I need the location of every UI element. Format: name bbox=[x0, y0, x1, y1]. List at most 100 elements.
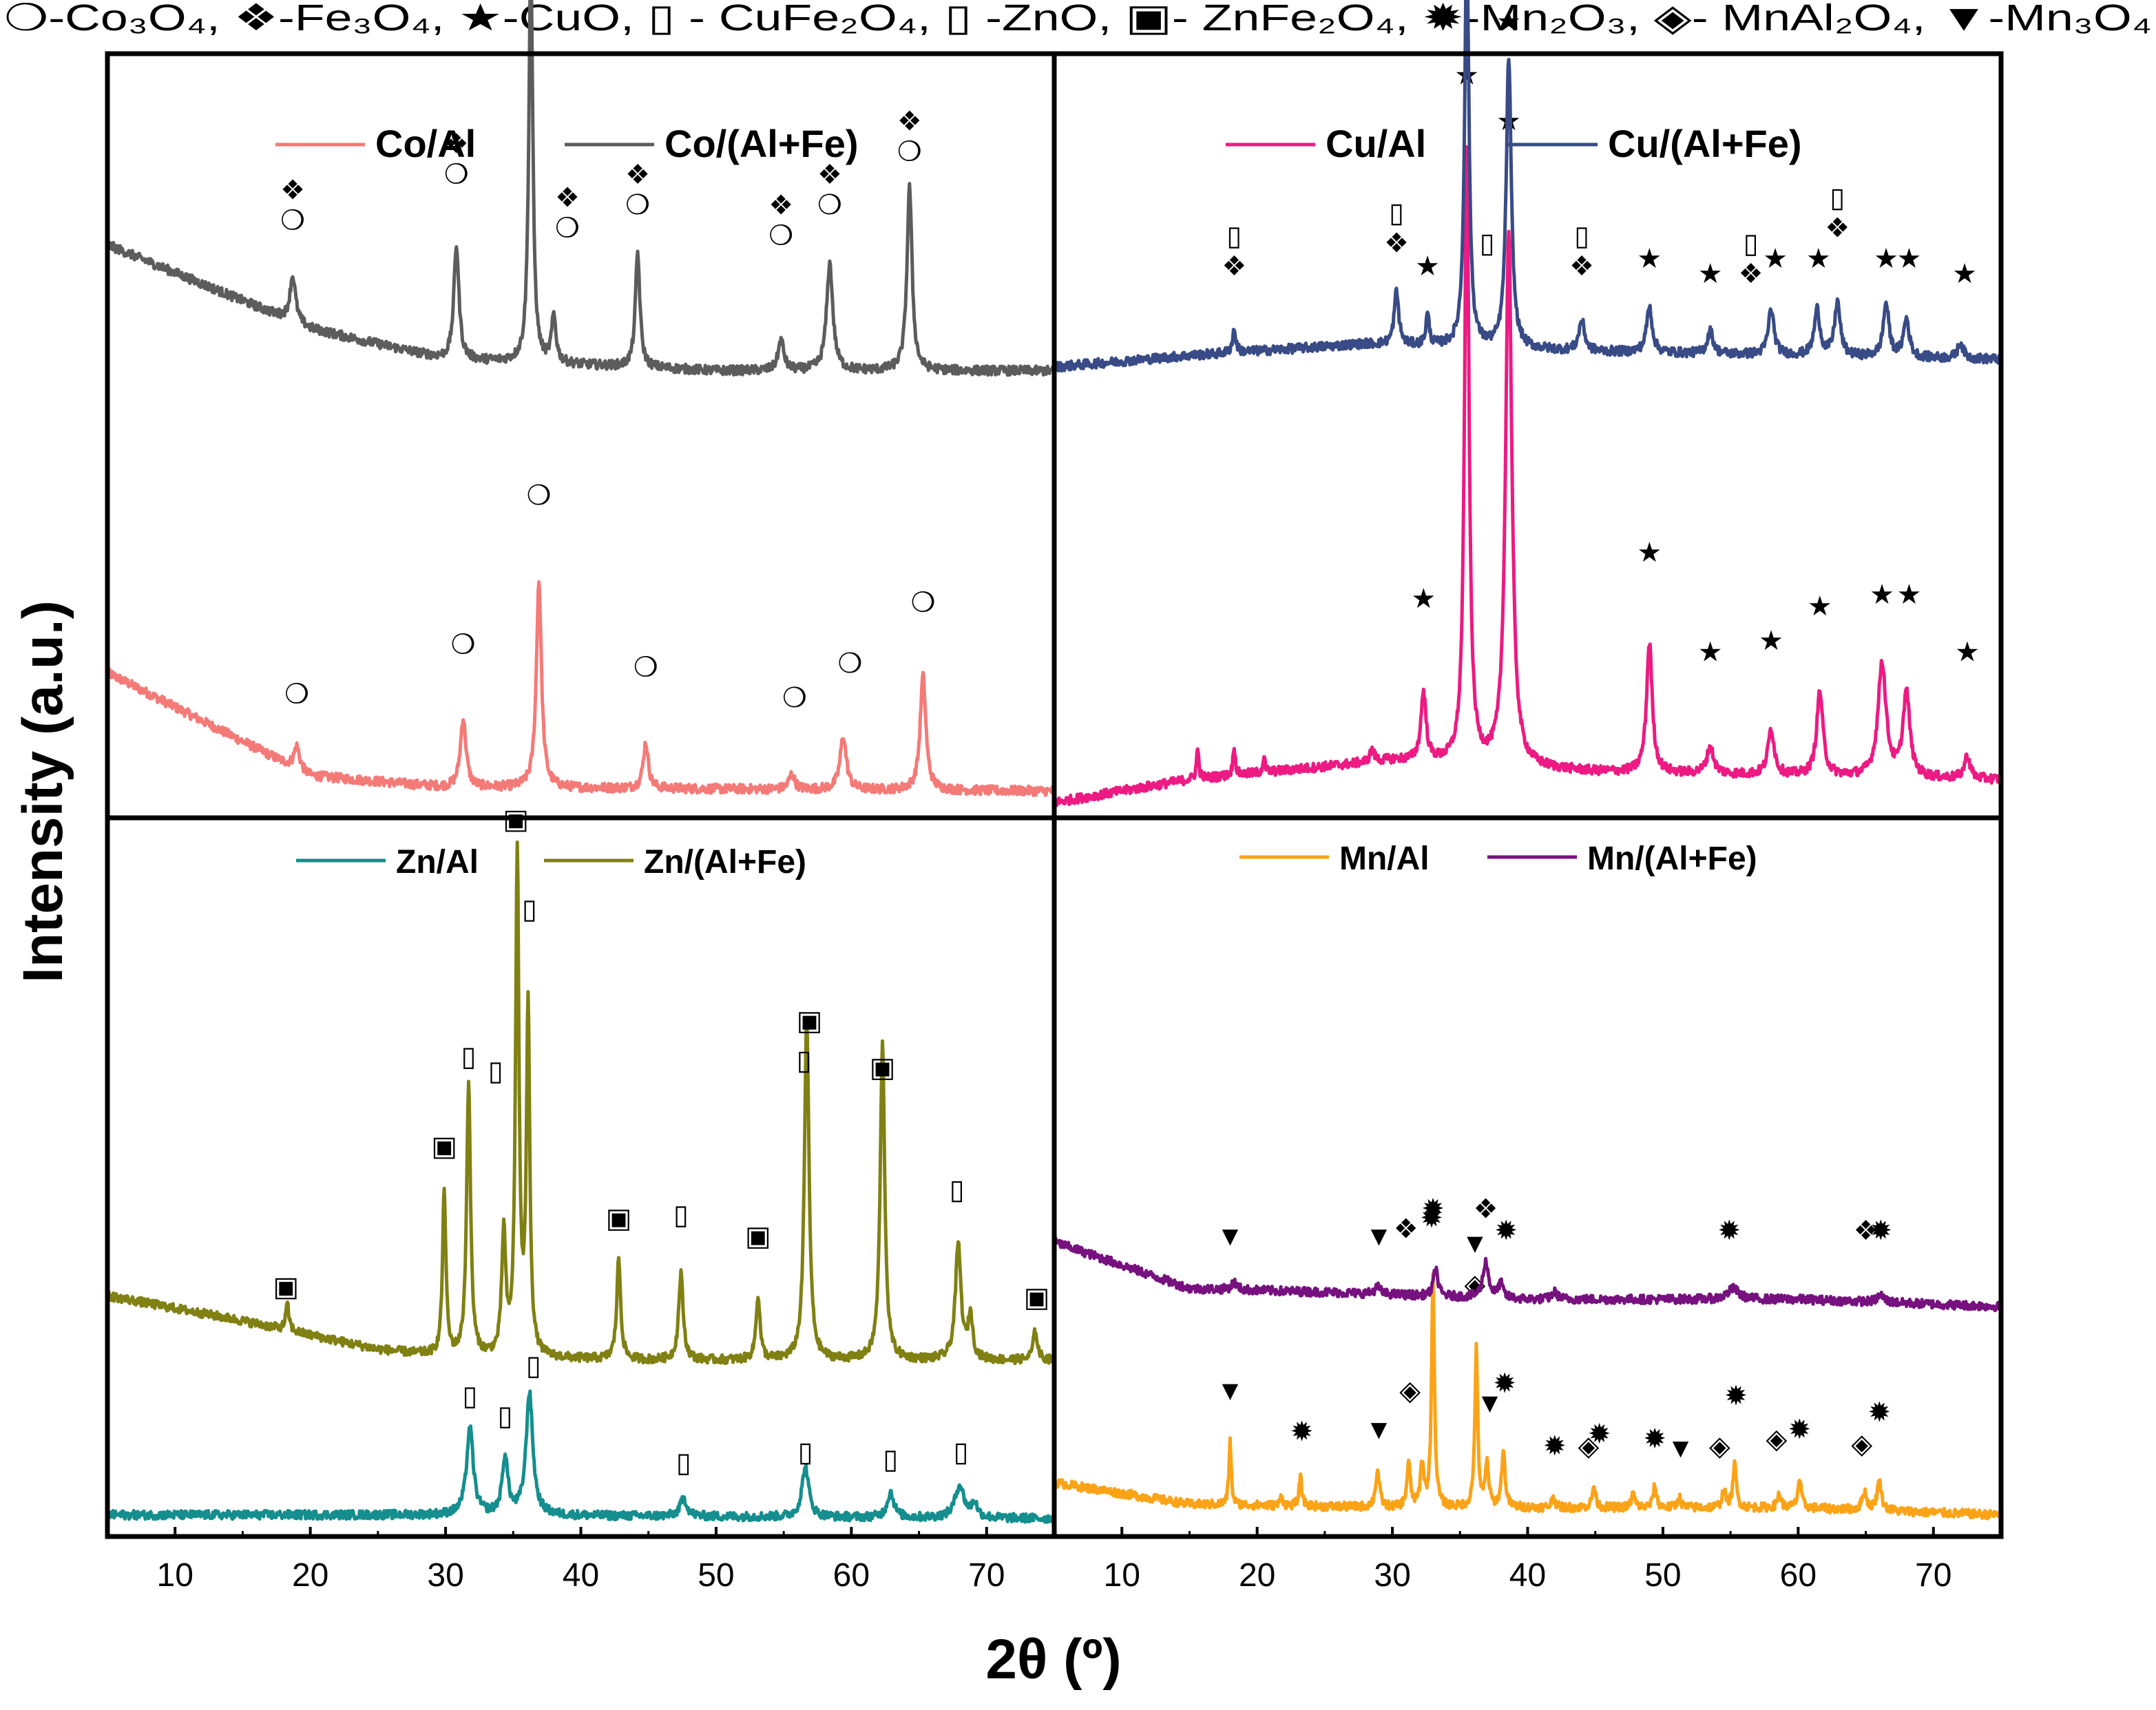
x-tick-label: 20 bbox=[1239, 1557, 1275, 1594]
x-tick-label: 70 bbox=[968, 1557, 1005, 1594]
peak-marker: ✹ bbox=[1867, 1397, 1891, 1428]
peak-marker: ◈ bbox=[1399, 1376, 1421, 1406]
peak-marker: ▯ bbox=[1744, 229, 1759, 259]
peak-marker: ❖ bbox=[1222, 251, 1246, 282]
series-line-zn-al-fe- bbox=[105, 840, 1056, 1365]
peak-marker: ▯ bbox=[1830, 182, 1845, 213]
series-line-co-al-fe- bbox=[105, 0, 1056, 377]
x-tick-label: 30 bbox=[427, 1557, 463, 1594]
peak-marker: ❖ bbox=[444, 129, 469, 160]
peak-marker: ▼ bbox=[1217, 1221, 1244, 1252]
peak-marker: ▣ bbox=[431, 1132, 457, 1162]
peak-marker: ★ bbox=[1637, 244, 1662, 274]
peak-marker: ✹ bbox=[1420, 1203, 1443, 1234]
peak-marker: ★ bbox=[1415, 251, 1440, 282]
peak-marker: ✹ bbox=[1493, 1369, 1516, 1399]
phase-legend: ❍-Co₃O₄, ❖-Fe₃O₄, ★-CuO, ▯ - CuFe₂O₄, ▯ … bbox=[4, 0, 2152, 39]
peak-marker: ✹ bbox=[1724, 1381, 1748, 1411]
series-line-mn-al-fe- bbox=[1052, 1236, 2003, 1313]
peak-marker: ❖ bbox=[1384, 229, 1409, 259]
legend-label: Mn/Al bbox=[1339, 841, 1430, 877]
peak-marker: ★ bbox=[1806, 244, 1831, 274]
x-tick-label: 60 bbox=[833, 1557, 870, 1594]
peak-marker: ★ bbox=[1496, 7, 1521, 37]
peak-marker: ✹ bbox=[1869, 1216, 1892, 1246]
peak-marker: ▣ bbox=[797, 1006, 823, 1036]
peak-marker: ❖ bbox=[817, 160, 842, 190]
peak-marker: ▣ bbox=[870, 1053, 896, 1083]
peak-marker: ▼ bbox=[1667, 1433, 1695, 1464]
legend-label: Cu/Al bbox=[1326, 122, 1426, 165]
peak-marker: ▼ bbox=[1365, 1221, 1393, 1252]
peak-marker: ❍ bbox=[527, 481, 552, 511]
peak-marker: ★ bbox=[1955, 637, 1980, 668]
peak-marker: ▯ bbox=[526, 1351, 541, 1381]
peak-marker: ★ bbox=[1874, 244, 1898, 274]
panels-group: ❍❍❍❍❍❍❍❖❍❖❍❖❍❖❍❖❍❖❍❖❍❖❍Co/AlCo/(Al+Fe)★★… bbox=[105, 0, 2003, 1594]
peak-marker: ❖ bbox=[1854, 1216, 1878, 1246]
peak-marker: ✹ bbox=[1543, 1431, 1567, 1461]
series-line-cu-al-fe- bbox=[1052, 0, 2002, 373]
peak-marker: ★ bbox=[1808, 591, 1832, 622]
peak-marker: ❍ bbox=[634, 653, 658, 683]
peak-marker: ❍ bbox=[280, 205, 305, 235]
peak-marker: ▼ bbox=[1476, 1388, 1504, 1418]
peak-marker: ✹ bbox=[1643, 1424, 1666, 1455]
peak-marker: ★ bbox=[1896, 580, 1921, 610]
peak-marker: ★ bbox=[1763, 244, 1788, 274]
peak-marker: ❍ bbox=[768, 221, 793, 251]
series-line-cu-al bbox=[1053, 145, 2003, 807]
peak-marker: ◈ bbox=[1766, 1424, 1788, 1455]
x-tick-label: 70 bbox=[1915, 1557, 1951, 1594]
peak-marker: ★ bbox=[1896, 244, 1921, 274]
x-tick-label: 40 bbox=[1509, 1557, 1546, 1594]
peak-marker: ▯ bbox=[488, 1056, 503, 1086]
x-tick-label: 10 bbox=[1104, 1557, 1140, 1594]
peak-marker: ✹ bbox=[1588, 1419, 1611, 1449]
panel-top-right: ★★★★★★★★★★▯❖▯❖★▯★★▯❖★★▯❖★★▯❖★★★Cu/AlCu/(… bbox=[1052, 0, 2003, 807]
peak-marker: ▯ bbox=[1574, 221, 1589, 251]
peak-marker: ▯ bbox=[522, 894, 537, 925]
peak-marker: ❖ bbox=[768, 191, 793, 221]
peak-marker: ❖ bbox=[1394, 1214, 1419, 1245]
legend-label: Zn/(Al+Fe) bbox=[644, 844, 806, 880]
peak-marker: ▯ bbox=[1226, 221, 1242, 251]
peak-marker: ★ bbox=[1698, 259, 1723, 289]
peak-marker: ❖ bbox=[625, 160, 650, 190]
peak-marker: ❖ bbox=[1825, 213, 1850, 243]
peak-marker: ✹ bbox=[1290, 1417, 1314, 1447]
peak-marker: ★ bbox=[1411, 584, 1436, 614]
peak-marker: ▯ bbox=[462, 1381, 477, 1411]
x-tick-label: 30 bbox=[1374, 1557, 1410, 1594]
peak-marker: ▼ bbox=[1365, 1415, 1393, 1445]
legend-label: Zn/Al bbox=[396, 844, 479, 880]
x-tick-label: 60 bbox=[1780, 1557, 1817, 1594]
peak-marker: ❍ bbox=[911, 587, 936, 618]
peak-marker: ❍ bbox=[555, 213, 580, 243]
peak-marker: ❍ bbox=[284, 679, 309, 710]
x-tick-label: 20 bbox=[292, 1557, 328, 1594]
peak-marker: ❍ bbox=[817, 190, 842, 220]
x-tick-label: 10 bbox=[157, 1557, 193, 1594]
peak-marker: ▣ bbox=[273, 1271, 299, 1302]
peak-marker: ✹ bbox=[1421, 1194, 1445, 1225]
peak-marker: ▯ bbox=[1480, 229, 1495, 259]
peak-marker: ✹ bbox=[1788, 1415, 1812, 1445]
peak-marker: ▯ bbox=[461, 1042, 476, 1072]
legend-label: Mn/(Al+Fe) bbox=[1587, 841, 1757, 877]
x-tick-label: 50 bbox=[698, 1557, 734, 1594]
x-tick-label: 50 bbox=[1644, 1557, 1681, 1594]
peak-marker: ✹ bbox=[1717, 1216, 1741, 1246]
legend-label: Cu/(Al+Fe) bbox=[1608, 122, 1802, 165]
peak-marker: ❍ bbox=[444, 160, 469, 190]
legend-label: Co/(Al+Fe) bbox=[664, 122, 859, 165]
peak-marker: ◈ bbox=[1851, 1429, 1872, 1459]
peak-marker: ▯ bbox=[883, 1444, 898, 1475]
series-line-co-al bbox=[105, 580, 1056, 797]
phase-legend-text: ❍-Co₃O₄, ❖-Fe₃O₄, ★-CuO, ▯ - CuFe₂O₄, ▯ … bbox=[4, 0, 2152, 39]
peak-marker: ▯ bbox=[497, 1401, 512, 1431]
panel-bottom-left: ▯▯▯▯▯▯▯▣▣▯▯▣▯▣▯▣▣▯▣▯▣Zn/AlZn/(Al+Fe)1020… bbox=[105, 805, 1056, 1594]
peak-marker: ▼ bbox=[1461, 1229, 1489, 1259]
peak-marker: ❍ bbox=[625, 190, 650, 220]
